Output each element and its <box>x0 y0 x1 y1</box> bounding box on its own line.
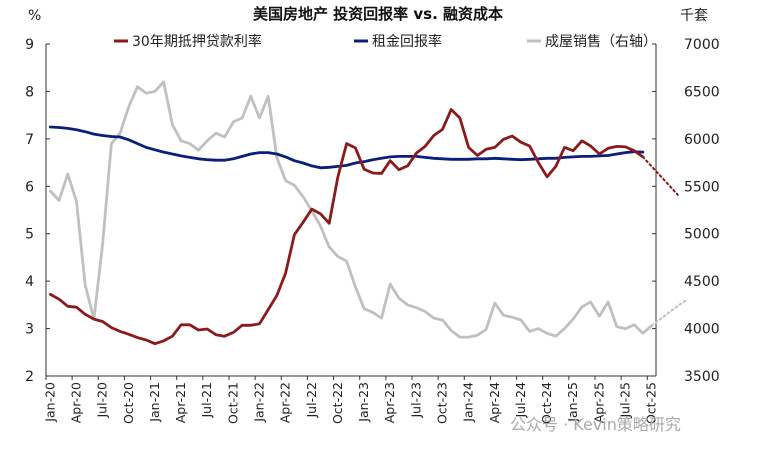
left-tick-label: 2 <box>25 369 34 385</box>
x-tick-label: Oct-24 <box>539 382 554 424</box>
x-tick-label: Jul-22 <box>304 382 319 419</box>
rent-yield-line <box>49 125 645 170</box>
watermark: 公众号 · Kevin策略研究 <box>510 415 681 434</box>
x-tick-label: Apr-23 <box>382 382 397 423</box>
x-tick-label: Jan-22 <box>252 382 267 423</box>
x-tick-label: Jan-24 <box>461 382 476 423</box>
right-tick-label: 5500 <box>684 179 720 195</box>
x-tick-label: Apr-20 <box>69 382 84 423</box>
existing-home-sales-line <box>49 80 653 339</box>
existing-home-sales-forecast-line <box>650 299 688 327</box>
mortgage-rate-forecast-line <box>641 155 679 196</box>
x-tick-label: Apr-21 <box>173 382 188 423</box>
left-tick-label: 8 <box>25 84 34 100</box>
right-tick-label: 4500 <box>684 274 720 290</box>
x-tick-label: Oct-20 <box>121 382 136 424</box>
legend-label-mortgage: 30年期抵押贷款利率 <box>132 33 262 50</box>
x-tick-label: Jan-23 <box>356 382 371 423</box>
mortgage-rate-line <box>49 108 645 346</box>
right-tick-label: 3500 <box>684 369 720 385</box>
left-tick-label: 6 <box>25 179 34 195</box>
left-tick-label: 5 <box>25 227 34 243</box>
x-tick-label: Apr-22 <box>278 382 293 423</box>
left-tick-label: 4 <box>25 274 34 290</box>
x-tick-label: Oct-23 <box>435 382 450 424</box>
right-tick-label: 6000 <box>684 132 720 148</box>
x-tick-label: Jul-20 <box>95 382 110 419</box>
right-axis-unit: 千套 <box>680 8 708 24</box>
left-tick-label: 7 <box>25 132 34 148</box>
x-tick-label: Jan-21 <box>147 382 162 423</box>
legend: 30年期抵押贷款利率 租金回报率 成屋销售（右轴） <box>114 33 657 50</box>
left-tick-label: 3 <box>25 322 34 338</box>
x-tick-label: Oct-25 <box>644 382 659 424</box>
right-tick-label: 4000 <box>684 322 720 338</box>
x-tick-label: Jul-23 <box>408 382 423 419</box>
x-tick-label: Jul-24 <box>513 382 528 419</box>
x-tick-label: Jan-25 <box>565 382 580 423</box>
left-tick-label: 9 <box>25 37 34 53</box>
x-tick-label: Apr-24 <box>487 382 502 423</box>
x-tick-label: Oct-22 <box>330 382 345 424</box>
right-tick-label: 7000 <box>684 37 720 53</box>
x-tick-label: Apr-25 <box>591 382 606 423</box>
left-axis-unit: % <box>28 8 41 24</box>
right-tick-label: 5000 <box>684 227 720 243</box>
series-layer <box>49 80 688 346</box>
x-tick-label: Oct-21 <box>225 382 240 424</box>
right-tick-label: 6500 <box>684 84 720 100</box>
x-tick-label: Jul-25 <box>618 382 633 419</box>
x-tick-label: Jan-20 <box>42 382 57 423</box>
chart-title: 美国房地产 投资回报率 vs. 融资成本 <box>253 5 503 23</box>
legend-label-sales: 成屋销售（右轴） <box>545 34 657 50</box>
legend-label-rent: 租金回报率 <box>372 33 442 50</box>
axes: 2 3 4 5 6 7 8 9 3500 4000 4500 5000 5500 6000 6500 7000… <box>25 37 720 424</box>
x-tick-label: Jul-21 <box>199 382 214 419</box>
